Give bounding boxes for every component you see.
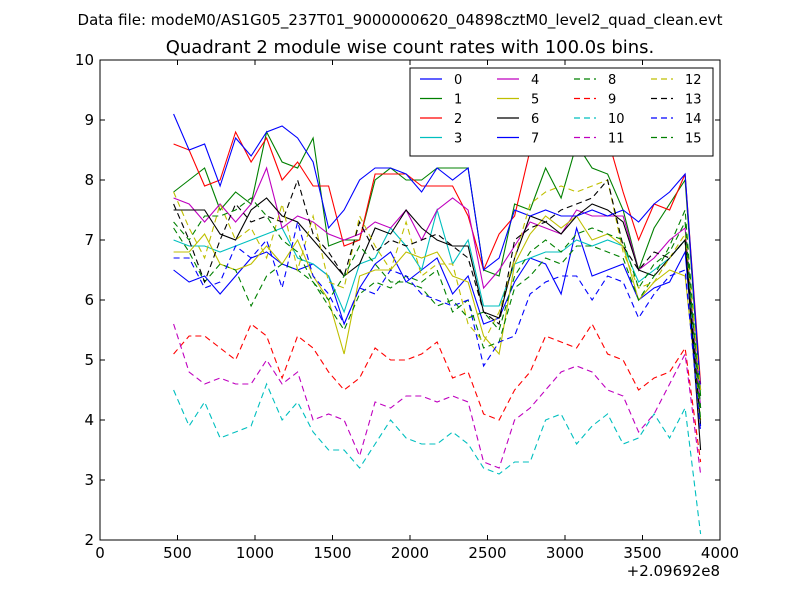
legend-label-5: 5 bbox=[531, 93, 539, 108]
x-tick-label: 2500 bbox=[468, 544, 506, 562]
legend-label-14: 14 bbox=[685, 112, 702, 127]
series-line-6 bbox=[173, 197, 702, 451]
series-line-13 bbox=[173, 178, 702, 427]
series-line-8 bbox=[173, 209, 702, 409]
ticks-layer: 0 500 1000 1500 2000 2500 3000 3500 4000 2 3 4 5 6 7 8 9… bbox=[75, 51, 739, 562]
series-line-4 bbox=[173, 166, 702, 409]
series-layer bbox=[173, 113, 702, 535]
legend-label-7: 7 bbox=[531, 132, 539, 147]
x-tick-label: 1500 bbox=[313, 544, 351, 562]
y-tick-label: 4 bbox=[84, 411, 94, 429]
legend-label-3: 3 bbox=[454, 132, 462, 147]
suptitle: Data file: modeM0/AS1G05_237T01_90000006… bbox=[78, 11, 723, 30]
y-tick-label: 8 bbox=[84, 171, 94, 189]
series-line-7 bbox=[173, 113, 702, 391]
x-tick-label: 1000 bbox=[236, 544, 274, 562]
legend-label-4: 4 bbox=[531, 73, 539, 88]
x-tick-label: 4000 bbox=[701, 544, 739, 562]
x-tick-label: 3000 bbox=[546, 544, 584, 562]
legend-label-1: 1 bbox=[454, 93, 462, 108]
legend-label-8: 8 bbox=[608, 73, 616, 88]
legend-label-2: 2 bbox=[454, 112, 462, 127]
series-line-10 bbox=[173, 382, 702, 535]
legend-label-15: 15 bbox=[685, 132, 702, 147]
series-line-9 bbox=[173, 322, 702, 463]
series-line-12 bbox=[173, 179, 702, 391]
series-line-11 bbox=[173, 323, 702, 475]
legend-label-10: 10 bbox=[608, 112, 625, 127]
x-tick-label: 3500 bbox=[623, 544, 661, 562]
legend-label-11: 11 bbox=[608, 132, 625, 147]
y-tick-label: 6 bbox=[84, 291, 94, 309]
series-line-5 bbox=[173, 215, 702, 421]
chart-title: Quadrant 2 module wise count rates with … bbox=[166, 37, 655, 58]
y-tick-label: 3 bbox=[84, 471, 94, 489]
legend-label-0: 0 bbox=[454, 73, 462, 88]
y-tick-label: 9 bbox=[84, 111, 94, 129]
legend-label-6: 6 bbox=[531, 112, 539, 127]
x-tick-label: 2000 bbox=[391, 544, 429, 562]
legend-label-12: 12 bbox=[685, 73, 702, 88]
y-tick-label: 2 bbox=[84, 531, 94, 549]
x-tick-label: 500 bbox=[163, 544, 192, 562]
y-tick-label: 7 bbox=[84, 231, 94, 249]
legend-box bbox=[409, 67, 714, 157]
series-line-14 bbox=[173, 219, 702, 433]
legend-label-13: 13 bbox=[685, 93, 702, 108]
x-tick-label: 0 bbox=[95, 544, 105, 562]
y-tick-label: 5 bbox=[84, 351, 94, 369]
x-offset-label: +2.09692e8 bbox=[627, 562, 720, 580]
series-line-1 bbox=[173, 130, 702, 397]
series-line-0 bbox=[173, 225, 702, 427]
y-tick-label: 10 bbox=[75, 51, 94, 69]
legend-label-9: 9 bbox=[608, 93, 616, 108]
